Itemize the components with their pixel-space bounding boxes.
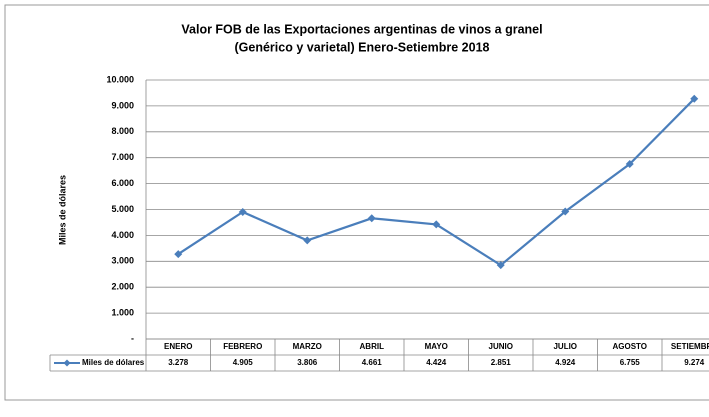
table-value: 3.806 [297, 358, 318, 367]
chart-title: Valor FOB de las Exportaciones argentina… [181, 22, 542, 36]
data-point [496, 261, 505, 270]
chart-title: (Genérico y varietal) Enero-Setiembre 20… [235, 40, 490, 54]
x-tick-label: ENERO [164, 342, 192, 351]
y-tick-label: 2.000 [111, 282, 134, 292]
x-tick-label: JUNIO [489, 342, 513, 351]
table-value: 2.851 [491, 358, 512, 367]
y-tick-label: 8.000 [111, 126, 134, 136]
table-value: 3.278 [168, 358, 189, 367]
data-point [625, 160, 634, 169]
y-tick-label: 1.000 [111, 307, 134, 317]
x-tick-label: MAYO [425, 342, 448, 351]
table-value: 6.755 [620, 358, 641, 367]
y-tick-label: 7.000 [111, 152, 134, 162]
y-tick-label: 6.000 [111, 178, 134, 188]
x-tick-label: JULIO [553, 342, 577, 351]
table-value: 9.274 [684, 358, 705, 367]
x-tick-label: AGOSTO [612, 342, 647, 351]
legend-marker [63, 359, 71, 367]
y-tick-label: 5.000 [111, 204, 134, 214]
x-tick-label: MARZO [293, 342, 322, 351]
y-tick-label: 10.000 [106, 74, 134, 84]
x-tick-label: FEBRERO [223, 342, 262, 351]
chart-frame [4, 4, 709, 401]
data-point [367, 214, 376, 223]
data-point [690, 94, 699, 103]
table-value: 4.924 [555, 358, 576, 367]
data-point [174, 250, 183, 259]
table-value: 4.905 [233, 358, 254, 367]
y-tick-label: 9.000 [111, 100, 134, 110]
table-value: 4.424 [426, 358, 447, 367]
table-value: 4.661 [362, 358, 383, 367]
y-tick-label: 3.000 [111, 256, 134, 266]
y-tick-label: 4.000 [111, 230, 134, 240]
x-tick-label: SETIEMBRE [671, 342, 709, 351]
y-axis-label: Miles de dólares [57, 175, 67, 245]
data-point [303, 236, 312, 245]
x-tick-label: ABRIL [360, 342, 385, 351]
data-point [238, 207, 247, 216]
y-tick-label: - [131, 333, 134, 343]
data-point [561, 207, 570, 216]
legend-label: Miles de dólares [82, 358, 145, 367]
data-point [432, 220, 441, 229]
